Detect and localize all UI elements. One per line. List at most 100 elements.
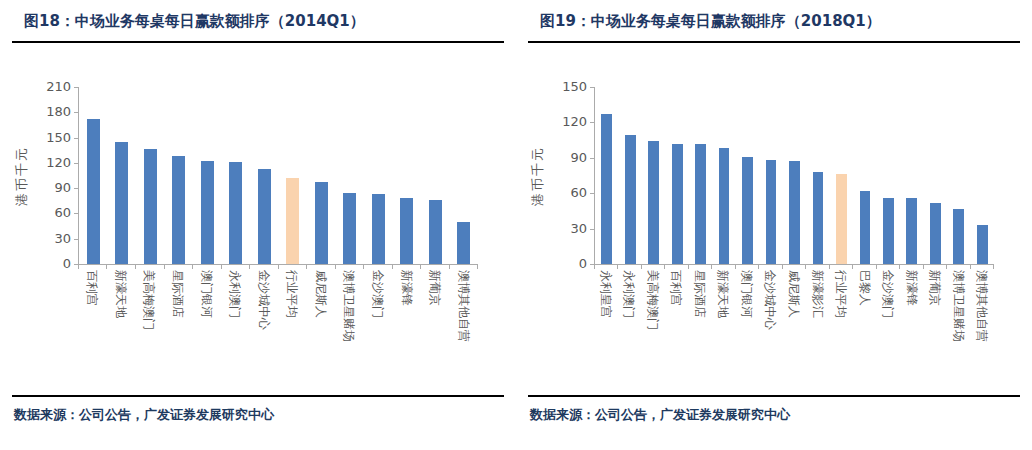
y-tick-mark — [74, 188, 79, 189]
x-category-label: 美高梅澳门 — [142, 270, 156, 330]
bar-slot — [421, 87, 450, 264]
y-tick-mark — [590, 122, 595, 123]
bar — [625, 135, 636, 264]
x-slot: 新濠锋 — [392, 265, 421, 385]
bar — [372, 194, 385, 264]
figure18-panel: 图18：中场业务每桌每日赢款额排序（2014Q1） 港币千元 0 30 60 90 12… — [0, 0, 516, 450]
bar-slot — [759, 87, 782, 264]
figure18-title: 图18：中场业务每桌每日赢款额排序（2014Q1） — [12, 10, 504, 32]
bar-slot — [165, 87, 194, 264]
bar-slot — [947, 87, 970, 264]
y-tick-label: 60 — [549, 186, 587, 200]
x-slot: 威尼斯人 — [307, 265, 336, 385]
y-tick-label: 180 — [33, 105, 71, 119]
plot-wrapper: 0306090120150180210 百利宫新濠天地美高梅澳门星际酒店澳门银河… — [32, 87, 478, 385]
x-slot: 行业平均 — [278, 265, 307, 385]
y-tick-label: 30 — [549, 222, 587, 236]
bar — [87, 119, 100, 264]
bar — [977, 225, 988, 264]
x-slot: 金沙澳门 — [876, 265, 900, 385]
bar-slot — [279, 87, 308, 264]
x-slot: 行业平均 — [829, 265, 853, 385]
x-slot: 新濠锋 — [900, 265, 924, 385]
x-category-label: 澳博卫星赌场 — [952, 270, 966, 342]
y-axis-title: 港币千元 — [13, 146, 31, 206]
x-category-label: 新葡京 — [428, 270, 442, 306]
y-tick-label: 90 — [33, 181, 71, 195]
y-tick-label: 90 — [549, 151, 587, 165]
y-tick-label: 0 — [33, 257, 71, 271]
source-divider — [528, 395, 1020, 397]
x-category-label: 美高梅澳门 — [646, 270, 660, 330]
y-tick-label: 30 — [33, 232, 71, 246]
x-category-label: 巴黎人 — [858, 270, 872, 306]
x-category-label: 金沙澳门 — [881, 270, 895, 318]
report-figures-row: 图18：中场业务每桌每日赢款额排序（2014Q1） 港币千元 030609012… — [0, 0, 1032, 450]
bar — [115, 142, 128, 264]
x-slot: 美高梅澳门 — [135, 265, 164, 385]
x-category-label: 行业平均 — [285, 270, 299, 318]
x-axis-labels: 永利皇宫永利澳门美高梅澳门百利宫星际酒店新濠天地澳门银河金沙城中心威尼斯人新濠影… — [594, 265, 994, 385]
x-category-label: 永利澳门 — [228, 270, 242, 318]
bar — [229, 162, 242, 264]
figure18-bar-chart: 港币千元 0306090120150180210 百利宫新濠天地美高梅澳门星际酒… — [12, 87, 504, 385]
bar-slot — [924, 87, 947, 264]
x-slot: 美高梅澳门 — [641, 265, 665, 385]
bar-slot — [595, 87, 618, 264]
bar-slot — [689, 87, 712, 264]
title-divider — [12, 41, 504, 43]
bar-slot — [108, 87, 137, 264]
y-tick-mark — [590, 193, 595, 194]
bar-slot — [736, 87, 759, 264]
bar — [315, 182, 328, 264]
x-category-label: 新葡京 — [928, 270, 942, 306]
source-divider — [12, 395, 504, 397]
y-tick-label: 210 — [33, 80, 71, 94]
bar — [719, 148, 730, 264]
x-category-label: 百利宫 — [85, 270, 99, 306]
bar-slot — [971, 87, 994, 264]
bar — [144, 149, 157, 264]
x-slot: 永利皇宫 — [594, 265, 618, 385]
y-axis-title-container: 港币千元 — [12, 87, 32, 265]
x-category-label: 金沙城中心 — [763, 270, 777, 330]
y-tick-mark — [590, 229, 595, 230]
x-category-label: 威尼斯人 — [787, 270, 801, 318]
bar — [813, 172, 824, 264]
x-slot: 澳门银河 — [192, 265, 221, 385]
bar — [672, 144, 683, 264]
figure19-bar-chart: 港币千元 0306090120150 永利皇宫永利澳门美高梅澳门百利宫星际酒店新… — [528, 87, 1020, 385]
x-slot: 金沙城中心 — [759, 265, 783, 385]
x-slot: 百利宫 — [78, 265, 107, 385]
figure19-panel: 图19：中场业务每桌每日赢款额排序（2018Q1） 港币千元 030609012… — [516, 0, 1032, 450]
bar-slot — [193, 87, 222, 264]
y-tick-mark — [590, 158, 595, 159]
title-divider — [528, 41, 1020, 43]
x-category-label: 澳博其他自营 — [457, 270, 471, 342]
plot-area: 0306090120150 — [594, 87, 994, 265]
x-category-label: 金沙城中心 — [257, 270, 271, 330]
x-slot: 金沙城中心 — [249, 265, 278, 385]
bar — [930, 203, 941, 264]
y-tick-mark — [74, 213, 79, 214]
y-tick-mark — [74, 138, 79, 139]
x-category-label: 新濠锋 — [905, 270, 919, 306]
x-category-label: 金沙澳门 — [371, 270, 385, 318]
x-slot: 百利宫 — [665, 265, 689, 385]
bar — [258, 169, 271, 264]
bar — [953, 209, 964, 264]
y-tick-label: 120 — [33, 156, 71, 170]
x-slot: 星际酒店 — [688, 265, 712, 385]
bar — [883, 198, 894, 264]
figure19-title: 图19：中场业务每桌每日赢款额排序（2018Q1） — [528, 10, 1020, 32]
bars-container — [79, 87, 478, 264]
x-category-label: 新濠锋 — [400, 270, 414, 306]
bar — [906, 198, 917, 264]
bar — [695, 144, 706, 264]
x-slot: 永利澳门 — [221, 265, 250, 385]
y-tick-label: 60 — [33, 206, 71, 220]
plot-wrapper: 0306090120150 永利皇宫永利澳门美高梅澳门百利宫星际酒店新濠天地澳门… — [548, 87, 994, 385]
x-category-label: 星际酒店 — [693, 270, 707, 318]
x-category-label: 澳门银河 — [200, 270, 214, 318]
y-tick-label: 120 — [549, 115, 587, 129]
